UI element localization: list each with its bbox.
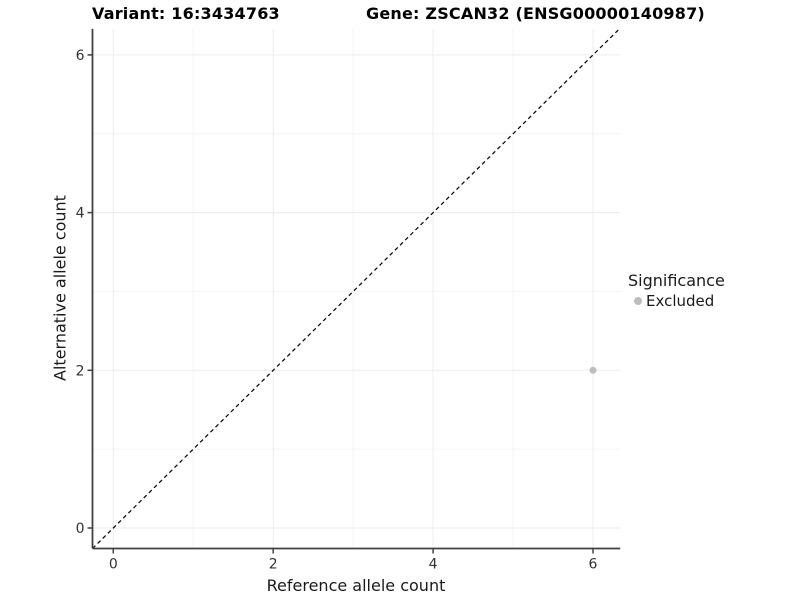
y-axis-title: Alternative allele count — [50, 195, 70, 381]
y-tick-label: 6 — [76, 48, 85, 64]
x-tick-label: 6 — [589, 557, 598, 573]
legend-point-icon — [634, 296, 642, 305]
y-tick-label: 2 — [76, 363, 85, 379]
plot-title-variant: Variant: 16:3434763 — [92, 4, 280, 23]
x-tick-label: 0 — [109, 557, 118, 573]
y-tick-label: 0 — [76, 521, 85, 537]
x-tick-label: 2 — [269, 557, 278, 573]
x-axis-title: Reference allele count — [266, 576, 446, 595]
data-point — [589, 366, 597, 374]
y-tick-label: 4 — [76, 206, 85, 222]
legend-title: Significance — [628, 271, 725, 290]
identity-dashed-line — [92, 28, 620, 549]
legend-item-excluded: Excluded — [628, 291, 725, 310]
legend: Significance Excluded — [628, 271, 725, 310]
x-tick-label: 4 — [429, 557, 438, 573]
legend-item-label: Excluded — [646, 291, 715, 310]
plot-title-gene: Gene: ZSCAN32 (ENSG00000140987) — [366, 4, 705, 23]
